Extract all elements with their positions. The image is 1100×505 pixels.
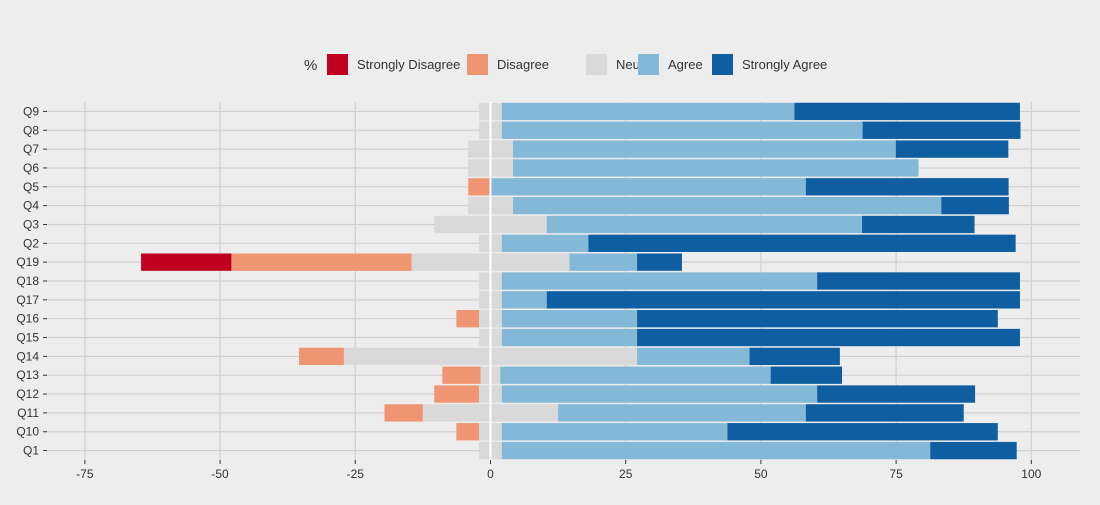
x-tick-label: -75: [76, 467, 94, 481]
bar-q4-strongly-agree: [941, 196, 1009, 215]
bar-q4-agree: [512, 196, 942, 215]
y-tick-label: Q7: [23, 142, 39, 156]
x-tick-label: -50: [211, 467, 229, 481]
x-tick-label: 75: [889, 467, 903, 481]
bar-q10-disagree: [456, 423, 480, 441]
x-tick-label: 100: [1021, 467, 1041, 481]
legend-label-strongly-disagree: Strongly Disagree: [357, 57, 460, 72]
y-tick-label: Q17: [16, 293, 39, 307]
bar-q18-strongly-agree: [817, 272, 1020, 290]
legend-swatch-strongly-agree: [712, 54, 733, 75]
legend-label-strongly-agree: Strongly Agree: [742, 57, 827, 72]
bar-q7-agree: [512, 140, 896, 158]
x-tick-label: 0: [487, 467, 494, 481]
y-tick-label: Q15: [16, 331, 39, 345]
legend-title: %: [304, 57, 317, 74]
y-tick-label: Q14: [16, 349, 39, 363]
legend-label-agree: Agree: [668, 57, 703, 72]
bar-q13-strongly-agree: [770, 366, 843, 384]
legend-swatch-strongly-disagree: [327, 54, 348, 75]
legend-label-disagree: Disagree: [497, 57, 549, 72]
bar-q11-strongly-agree: [805, 404, 964, 422]
bar-q17-strongly-agree: [546, 291, 1020, 309]
bar-q6-agree: [512, 159, 919, 177]
bar-q7-strongly-agree: [895, 140, 1009, 158]
bar-q12-strongly-agree: [817, 385, 976, 403]
legend-swatch-disagree: [467, 54, 488, 75]
bar-q1-agree: [501, 441, 931, 460]
x-tick-label: 50: [754, 467, 768, 481]
bar-q16-strongly-agree: [637, 310, 998, 328]
legend-swatch-neutral: [586, 54, 607, 75]
bar-q14-agree: [637, 347, 750, 366]
y-tick-label: Q16: [16, 312, 39, 326]
bar-q17-agree: [501, 291, 547, 309]
y-tick-label: Q11: [17, 406, 39, 420]
bar-q12-agree: [501, 385, 818, 403]
bar-q1-strongly-agree: [930, 441, 1017, 460]
legend: % Strongly Disagree Disagree Neutral Agree St…: [304, 54, 827, 75]
legend-swatch-agree: [638, 54, 659, 75]
bar-q19-disagree: [231, 253, 412, 271]
bar-q11-disagree: [384, 404, 423, 422]
bar-q3-strongly-agree: [862, 215, 975, 234]
bar-q16-agree: [501, 310, 638, 328]
y-tick-label: Q12: [16, 387, 39, 401]
y-tick-label: Q2: [23, 236, 39, 250]
bar-q19-strongly-disagree: [141, 253, 232, 271]
bar-q8-strongly-agree: [862, 121, 1021, 139]
bar-q19-strongly-agree: [637, 253, 682, 271]
bar-q5-disagree: [468, 178, 491, 196]
y-tick-label: Q8: [23, 123, 39, 137]
bar-q14-disagree: [299, 347, 344, 366]
bar-q5-agree: [490, 178, 806, 196]
bar-q5-strongly-agree: [805, 178, 1009, 196]
x-tick-label: 25: [619, 467, 633, 481]
y-tick-label: Q19: [16, 255, 39, 269]
y-tick-label: Q3: [23, 217, 39, 231]
y-tick-label: Q1: [23, 444, 39, 458]
bar-q15-strongly-agree: [637, 328, 1020, 347]
y-tick-label: Q6: [23, 161, 39, 175]
y-tick-label: Q13: [16, 368, 39, 382]
bar-q11-agree: [558, 404, 806, 422]
bar-q8-agree: [501, 121, 863, 139]
bar-q12-disagree: [434, 385, 480, 403]
bar-q14-strongly-agree: [749, 347, 840, 366]
y-tick-label: Q9: [23, 104, 39, 118]
bar-q18-agree: [501, 272, 818, 290]
bar-q10-agree: [501, 423, 728, 441]
y-tick-label: Q4: [23, 199, 39, 213]
x-tick-label: -25: [347, 467, 365, 481]
axes: Q9Q8Q7Q6Q5Q4Q3Q2Q19Q18Q17Q16Q15Q14Q13Q12…: [16, 104, 1041, 481]
y-tick-label: Q18: [16, 274, 39, 288]
bar-q9-agree: [501, 102, 795, 121]
bar-q13-disagree: [442, 366, 481, 384]
bar-q2-strongly-agree: [588, 234, 1016, 252]
bar-q15-agree: [501, 328, 638, 347]
bar-q10-strongly-agree: [727, 423, 998, 441]
bar-q19-agree: [569, 253, 638, 271]
bar-q13-agree: [500, 366, 771, 384]
bars: [141, 102, 1021, 460]
y-tick-label: Q10: [16, 425, 39, 439]
bar-q16-disagree: [456, 310, 480, 328]
bar-q9-strongly-agree: [794, 102, 1020, 121]
y-tick-label: Q5: [23, 180, 39, 194]
bar-q2-agree: [501, 234, 589, 252]
bar-q3-agree: [546, 215, 863, 234]
